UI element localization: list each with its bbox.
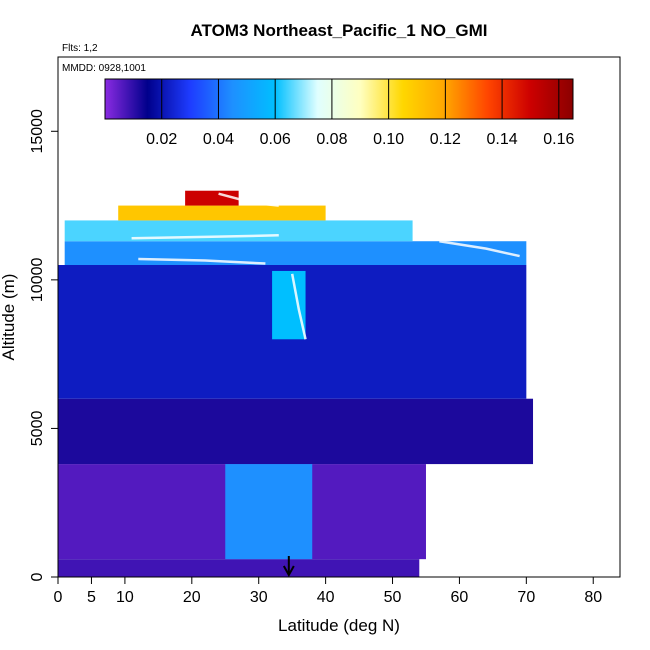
y-tick-label: 0 [29,572,46,581]
flight-track [290,273,307,340]
colorbar-tick-label: 0.08 [316,131,347,148]
flight-track [218,192,279,207]
flight-tracks [131,192,520,340]
y-tick-label: 10000 [29,258,46,303]
flights-annotation: Flts: 1,2 [62,43,98,54]
heatmap-cell [64,220,413,242]
heatmap-cell [58,559,420,577]
colorbar-tick-label: 0.12 [430,131,461,148]
x-tick-label: 50 [384,589,402,606]
flight-track [138,257,266,265]
chart-title: ATOM3 Northeast_Pacific_1 NO_GMI [191,21,488,40]
plot-frame [57,56,621,578]
arrow-head [282,565,295,578]
x-tick-label: 0 [54,589,63,606]
x-tick-label: 20 [183,589,201,606]
y-axis: 0 5000 10000 15000 [29,109,58,581]
y-tick-label: 15000 [29,109,46,154]
colorbar-tick-label: 0.06 [260,131,291,148]
x-tick-label: 30 [250,589,268,606]
colorbar: 0.02 0.04 0.06 0.08 0.10 0.12 0.14 0.16 [104,78,574,148]
x-tick-label: 70 [517,589,535,606]
x-tick-label: 80 [584,589,602,606]
heatmap-area [58,190,534,577]
x-tick-label: 10 [116,589,134,606]
colorbar-gradient [104,78,574,120]
colorbar-tick-label: 0.02 [146,131,177,148]
colorbar-tick-label: 0.16 [543,131,574,148]
x-tick-label: 5 [87,589,96,606]
date-annotation: MMDD: 0928,1001 [62,63,146,74]
colorbar-tick-label: 0.04 [203,131,234,148]
heatmap-cell [272,270,306,340]
latitude-marker-arrow [282,556,295,578]
x-axis-label: Latitude (deg N) [278,616,400,635]
flight-track [131,234,279,240]
heatmap-cell [118,205,326,221]
x-axis: 0 5 10 20 30 40 50 60 70 80 [54,577,602,606]
flight-track [439,239,520,258]
heatmap-cell [58,398,534,465]
x-tick-label: 60 [451,589,469,606]
colorbar-tick-label: 0.10 [373,131,404,148]
colorbar-tick-label: 0.14 [487,131,518,148]
y-axis-label: Altitude (m) [0,274,18,361]
heatmap-cell [225,464,313,560]
x-tick-label: 40 [317,589,335,606]
y-tick-label: 5000 [29,411,46,447]
